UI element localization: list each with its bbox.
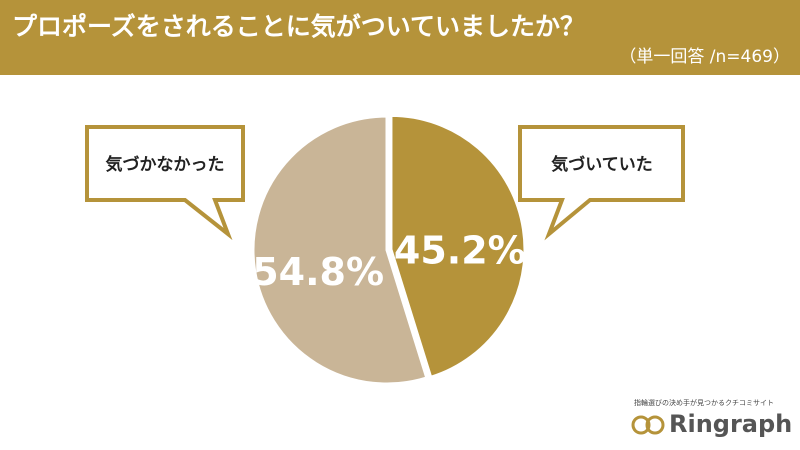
callout-label: 気づかなかった	[105, 154, 225, 175]
value-label: 45.2%	[394, 228, 526, 272]
brand-name: Ringraph	[669, 410, 792, 438]
logo-icon	[645, 415, 665, 435]
brand-tagline: 指輪選びの決め手が見つかるクチコミサイト	[634, 398, 774, 407]
callout-label: 気づいていた	[550, 154, 653, 175]
chart-title: プロポーズをされることに気がついていましたか？	[12, 12, 585, 41]
logo-icon	[631, 415, 651, 435]
pie-slice	[251, 114, 429, 386]
header-band	[0, 0, 800, 75]
callout-box	[85, 125, 245, 241]
chart-subtitle: （単一回答 /n=469）	[619, 47, 790, 67]
pie: 45.2%54.8%	[251, 113, 527, 386]
callout-box	[518, 125, 685, 241]
value-label: 54.8%	[252, 250, 384, 294]
pie-slice	[389, 113, 527, 380]
